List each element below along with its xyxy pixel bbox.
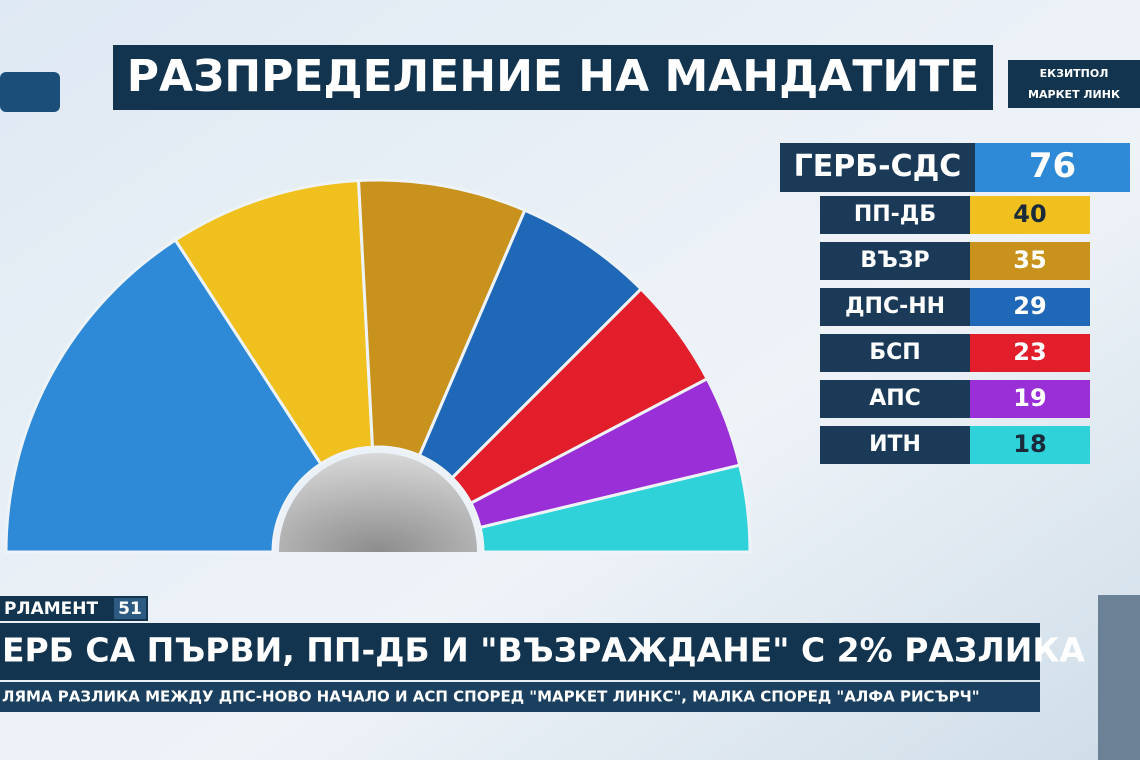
legend-label-box — [820, 334, 970, 372]
hub — [279, 453, 477, 552]
value-label: 23 — [1013, 338, 1046, 366]
legend-label-box — [820, 426, 970, 464]
value-label: 18 — [1013, 430, 1046, 458]
legend-label-box — [820, 288, 970, 326]
title-bar — [113, 45, 993, 110]
value-label: 19 — [1013, 384, 1046, 412]
tag-number: 51 — [118, 599, 142, 619]
value-label: 29 — [1013, 292, 1046, 320]
legend-label: АПС — [869, 386, 921, 411]
subline-bar — [0, 682, 1040, 712]
seat-segment — [173, 178, 375, 467]
legend-swatch — [970, 242, 1090, 280]
legend-label-box — [820, 196, 970, 234]
seat-segment — [4, 237, 323, 554]
source: МАРКЕТ ЛИНК — [1028, 88, 1120, 101]
value-label: 40 — [1013, 200, 1046, 228]
legend-swatch — [970, 288, 1090, 326]
legend-label-box — [820, 380, 970, 418]
presenter-inset — [1098, 595, 1140, 760]
legend-label: ГЕРБ-СДС — [794, 149, 962, 184]
legend: ГЕРБ-СДС 76 ПП-ДБ 40 ВЪЗР 35 ДПС-НН 29 БСП 23 АПС 1… — [780, 143, 1130, 464]
source-box — [1008, 60, 1140, 108]
legend-swatch — [970, 380, 1090, 418]
logo — [0, 72, 60, 112]
subline: ЛЯМА РАЗЛИКА МЕЖДУ ДПС-НОВО НАЧАЛО И АСП… — [2, 688, 980, 706]
legend-swatch — [970, 334, 1090, 372]
number-box — [114, 598, 146, 619]
value-label: 76 — [1029, 146, 1076, 186]
legend-label: ПП-ДБ — [854, 202, 936, 227]
legend-label: БСП — [869, 340, 920, 365]
legend-label-box — [780, 143, 975, 192]
legend-label: ДПС-НН — [845, 294, 945, 319]
value-label: 35 — [1013, 246, 1046, 274]
headline-bar — [0, 623, 1040, 680]
headline: ЕРБ СА ПЪРВИ, ПП-ДБ И "ВЪЗРАЖДАНЕ" С 2% … — [2, 631, 1085, 670]
legend-label: ВЪЗР — [860, 248, 929, 273]
chart-title: РАЗПРЕДЕЛЕНИЕ НА МАНДАТИТЕ — [127, 51, 980, 102]
source: ЕКЗИТПОЛ — [1040, 67, 1109, 80]
legend-label-box — [820, 242, 970, 280]
seat-segment — [478, 463, 752, 554]
legend-swatch — [975, 143, 1130, 192]
tag: РЛАМЕНТ — [4, 599, 98, 619]
legend-label: ИТН — [869, 432, 921, 457]
legend-swatch — [970, 196, 1090, 234]
legend-swatch — [970, 426, 1090, 464]
seat-chart — [4, 178, 752, 554]
seat-segment — [356, 178, 527, 458]
